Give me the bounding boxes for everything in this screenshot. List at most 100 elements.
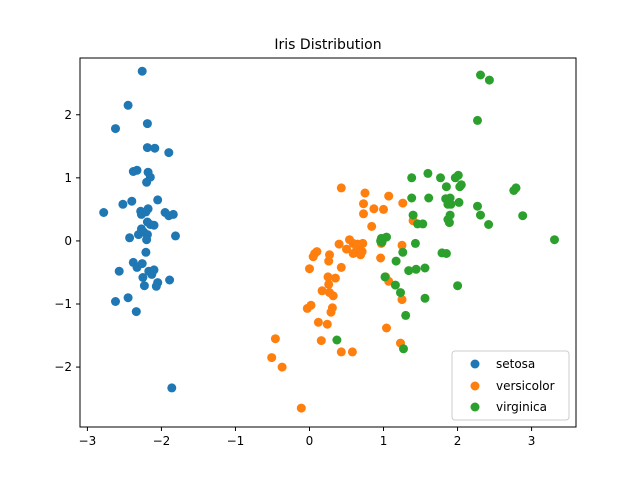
point-virginica — [377, 237, 387, 247]
point-versicolor — [369, 204, 379, 214]
point-virginica — [450, 173, 460, 183]
point-versicolor — [359, 209, 368, 219]
point-setosa — [168, 209, 178, 219]
point-virginica — [423, 168, 433, 178]
point-virginica — [418, 219, 428, 229]
point-setosa — [165, 275, 175, 285]
point-virginica — [444, 218, 454, 228]
point-versicolor — [316, 336, 326, 346]
point-versicolor — [397, 240, 407, 250]
point-versicolor — [336, 262, 346, 272]
point-versicolor — [376, 253, 386, 263]
point-setosa — [149, 220, 159, 230]
y-tick-label: 0 — [64, 234, 72, 248]
point-virginica — [410, 238, 420, 248]
point-setosa — [171, 231, 180, 241]
point-virginica — [404, 266, 414, 276]
point-versicolor — [357, 247, 367, 257]
point-virginica — [550, 235, 559, 245]
point-virginica — [408, 210, 418, 220]
point-setosa — [125, 233, 135, 243]
point-versicolor — [358, 238, 368, 248]
point-versicolor — [397, 295, 407, 305]
point-setosa — [142, 177, 152, 187]
point-virginica — [391, 256, 401, 266]
point-setosa — [141, 247, 151, 257]
legend-label-virginica: virginica — [496, 400, 547, 414]
x-tick-label: 0 — [306, 434, 314, 448]
point-versicolor — [270, 334, 280, 344]
point-setosa — [132, 262, 142, 272]
point-setosa — [127, 196, 137, 206]
point-setosa — [142, 119, 152, 129]
point-versicolor — [322, 319, 332, 329]
point-versicolor — [317, 286, 327, 296]
point-versicolor — [359, 199, 368, 209]
point-versicolor — [267, 353, 277, 363]
point-versicolor — [384, 191, 394, 201]
point-setosa — [141, 207, 151, 217]
point-virginica — [441, 249, 451, 258]
point-versicolor — [379, 204, 388, 214]
point-setosa — [153, 195, 163, 205]
point-virginica — [399, 344, 408, 354]
point-setosa — [128, 167, 138, 176]
point-virginica — [380, 272, 390, 282]
point-virginica — [518, 211, 528, 221]
point-versicolor — [296, 403, 306, 413]
legend-label-versicolor: versicolor — [496, 379, 555, 393]
point-versicolor — [302, 303, 312, 313]
x-axis: −3 −2 −1 0 1 2 3 — [79, 427, 536, 448]
y-tick-label: 2 — [64, 108, 72, 122]
point-virginica — [390, 280, 400, 290]
point-setosa — [123, 100, 133, 110]
legend-label-setosa: setosa — [496, 357, 535, 371]
point-versicolor — [336, 347, 346, 357]
point-virginica — [476, 70, 485, 80]
chart-title: Iris Distribution — [274, 37, 381, 53]
point-setosa — [137, 66, 147, 76]
point-setosa — [142, 235, 152, 245]
point-setosa — [138, 273, 148, 282]
point-versicolor — [324, 279, 334, 289]
point-setosa — [123, 293, 133, 303]
point-virginica — [446, 199, 456, 209]
y-tick-label: −1 — [54, 297, 72, 311]
point-versicolor — [348, 249, 358, 258]
y-axis: −2 −1 0 1 2 — [54, 108, 80, 374]
point-virginica — [484, 75, 494, 85]
legend: setosa versicolor virginica — [451, 350, 570, 421]
point-versicolor — [305, 264, 314, 274]
point-virginica — [441, 182, 451, 192]
x-tick-label: 3 — [528, 434, 536, 448]
point-setosa — [150, 143, 160, 153]
point-versicolor — [330, 273, 340, 283]
point-virginica — [455, 182, 465, 192]
point-versicolor — [360, 188, 370, 198]
point-virginica — [453, 281, 463, 291]
point-virginica — [473, 201, 482, 211]
plot-frame — [79, 57, 577, 428]
point-versicolor — [398, 198, 408, 208]
point-versicolor — [323, 272, 333, 282]
point-virginica — [509, 186, 519, 195]
legend-marker-versicolor — [470, 381, 480, 391]
point-virginica — [476, 210, 485, 220]
point-virginica — [454, 197, 464, 207]
point-virginica — [436, 173, 445, 183]
point-virginica — [398, 247, 408, 257]
point-setosa — [164, 148, 174, 158]
point-versicolor — [326, 307, 336, 317]
point-virginica — [407, 173, 417, 183]
point-virginica — [424, 193, 434, 203]
x-tick-label: 2 — [454, 434, 462, 448]
point-setosa — [111, 297, 120, 306]
point-virginica — [401, 310, 411, 320]
point-versicolor — [324, 256, 334, 266]
point-versicolor — [308, 252, 318, 262]
point-setosa — [151, 281, 161, 291]
legend-box — [451, 350, 570, 421]
point-versicolor — [336, 183, 346, 193]
point-virginica — [411, 264, 421, 274]
point-setosa — [131, 307, 141, 317]
